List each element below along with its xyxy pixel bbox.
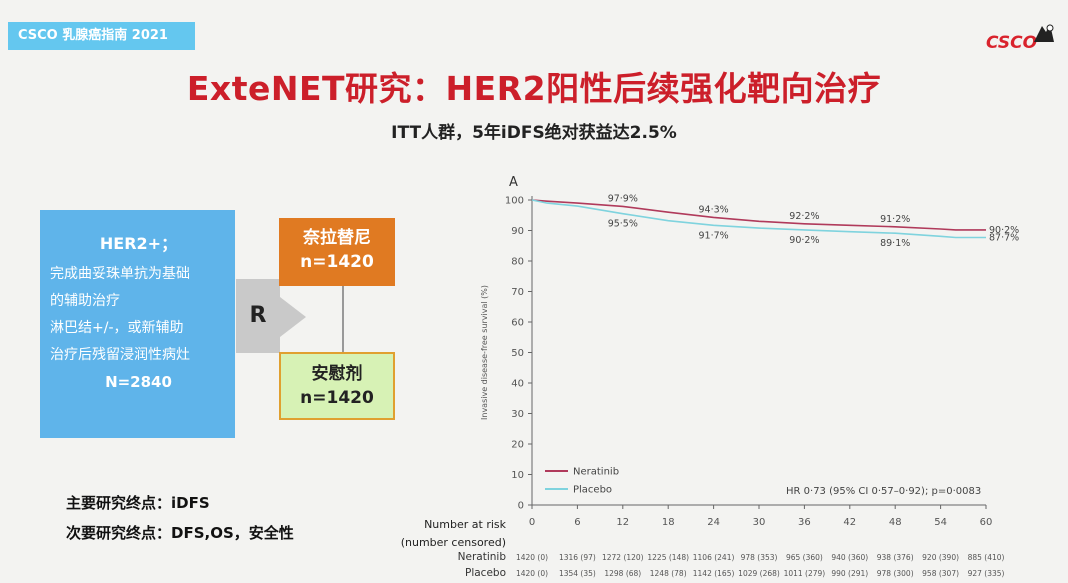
y-tick-label: 0 (518, 501, 524, 512)
data-label-placebo: 91·7% (699, 230, 729, 241)
x-tick-label: 42 (843, 517, 856, 528)
x-tick-label: 18 (662, 517, 675, 528)
risk-cell: 1225 (148) (647, 553, 689, 562)
arm-neratinib-box: 奈拉替尼 n=1420 (279, 218, 395, 286)
risk-cell: 958 (307) (922, 569, 959, 578)
risk-row-label: Neratinib (458, 551, 507, 563)
risk-cell: 978 (353) (741, 553, 778, 562)
risk-cell: 1248 (78) (650, 569, 687, 578)
x-tick-label: 24 (707, 517, 720, 528)
risk-cell: 927 (335) (968, 569, 1005, 578)
csco-logo-text: CSCO (986, 33, 1038, 53)
randomization-arrow-icon (280, 297, 306, 337)
risk-cell: 1142 (165) (693, 569, 735, 578)
slide-subtitle: ITT人群，5年iDFS绝对获益达2.5% (391, 123, 677, 143)
data-label-placebo: 90·2% (789, 235, 819, 246)
population-n: N=2840 (105, 373, 172, 391)
hazard-ratio-text: HR 0·73 (95% CI 0·57–0·92); p=0·0083 (786, 486, 981, 497)
risk-cell: 885 (410) (968, 553, 1005, 562)
data-label-neratinib: 92·2% (789, 211, 819, 222)
x-tick-label: 36 (798, 517, 811, 528)
risk-table-header: Number at risk (424, 518, 507, 531)
y-tick-label: 10 (511, 470, 524, 481)
risk-cell: 938 (376) (877, 553, 914, 562)
y-tick-label: 30 (511, 409, 524, 420)
population-line-4: 治疗后残留浸润性病灶 (50, 347, 190, 363)
arm-placebo-box: 安慰剂 n=1420 (279, 352, 395, 420)
data-label-placebo: 87·7% (989, 233, 1019, 244)
risk-cell: 978 (300) (877, 569, 914, 578)
risk-cell: 1029 (268) (738, 569, 780, 578)
risk-row-label: Placebo (465, 567, 506, 579)
arm-placebo-n: n=1420 (300, 388, 374, 408)
population-line-1: 完成曲妥珠单抗为基础 (50, 266, 190, 282)
randomization-block: R (236, 279, 280, 353)
x-tick-label: 0 (529, 517, 535, 528)
logo-emblem-icon (1034, 24, 1054, 42)
slide-title: ExteNET研究：HER2阳性后续强化靶向治疗 (186, 69, 882, 108)
endpoints-block: 主要研究终点：iDFS 次要研究终点：DFS,OS，安全性 (66, 488, 294, 548)
risk-cell: 1316 (97) (559, 553, 596, 562)
y-axis-label: Invasive disease-free survival (%) (480, 285, 489, 420)
series-line-placebo (531, 199, 986, 239)
data-label-neratinib: 97·9% (608, 193, 638, 204)
legend-label-neratinib: Neratinib (573, 467, 619, 478)
x-tick-label: 60 (980, 517, 993, 528)
data-label-neratinib: 91·2% (880, 214, 910, 225)
primary-endpoint: 主要研究终点：iDFS (66, 494, 210, 512)
data-label-neratinib: 94·3% (699, 204, 729, 215)
series-line-neratinib (531, 199, 986, 231)
risk-table-subheader: (number censored) (401, 536, 506, 549)
population-box: HER2+； 完成曲妥珠单抗为基础 的辅助治疗 淋巴结+/-，或新辅助 治疗后残… (40, 210, 235, 438)
y-tick-label: 20 (511, 440, 524, 451)
y-tick-label: 70 (511, 287, 524, 298)
data-label-placebo: 95·5% (608, 219, 638, 230)
risk-cell: 1272 (120) (602, 553, 644, 562)
risk-cell: 1420 (0) (516, 569, 548, 578)
risk-cell: 1354 (35) (559, 569, 596, 578)
x-tick-label: 30 (753, 517, 766, 528)
x-tick-label: 54 (934, 517, 947, 528)
y-tick-label: 60 (511, 318, 524, 329)
guideline-badge: CSCO 乳腺癌指南 2021 (8, 22, 195, 50)
y-tick-label: 100 (505, 196, 524, 207)
legend-label-placebo: Placebo (573, 485, 612, 496)
x-tick-label: 48 (889, 517, 902, 528)
data-label-placebo: 89·1% (880, 238, 910, 249)
population-line-3: 淋巴结+/-，或新辅助 (50, 320, 184, 336)
x-tick-label: 6 (574, 517, 580, 528)
risk-cell: 1106 (241) (693, 553, 735, 562)
risk-cell: 940 (360) (831, 553, 868, 562)
y-tick-label: 80 (511, 257, 524, 268)
data-label-neratinib: 90·2% (989, 225, 1019, 236)
x-tick-label: 12 (616, 517, 629, 528)
arm-neratinib-n: n=1420 (300, 252, 374, 272)
risk-cell: 1298 (68) (604, 569, 641, 578)
arm-placebo-name: 安慰剂 (311, 364, 363, 384)
risk-cell: 1420 (0) (516, 553, 548, 562)
risk-cell: 990 (291) (831, 569, 868, 578)
y-tick-label: 90 (511, 226, 524, 237)
arm-connector-line (342, 286, 344, 354)
y-tick-label: 50 (511, 348, 524, 359)
y-tick-label: 40 (511, 379, 524, 390)
csco-logo: CSCO (986, 24, 1056, 53)
chart-panel-label: A (509, 175, 518, 190)
risk-cell: 1011 (279) (784, 569, 826, 578)
risk-cell: 965 (360) (786, 553, 823, 562)
population-title: HER2+； (99, 234, 178, 253)
risk-cell: 920 (390) (922, 553, 959, 562)
arm-neratinib-name: 奈拉替尼 (303, 228, 371, 248)
population-line-2: 的辅助治疗 (50, 293, 120, 309)
secondary-endpoint: 次要研究终点：DFS,OS，安全性 (66, 524, 294, 542)
